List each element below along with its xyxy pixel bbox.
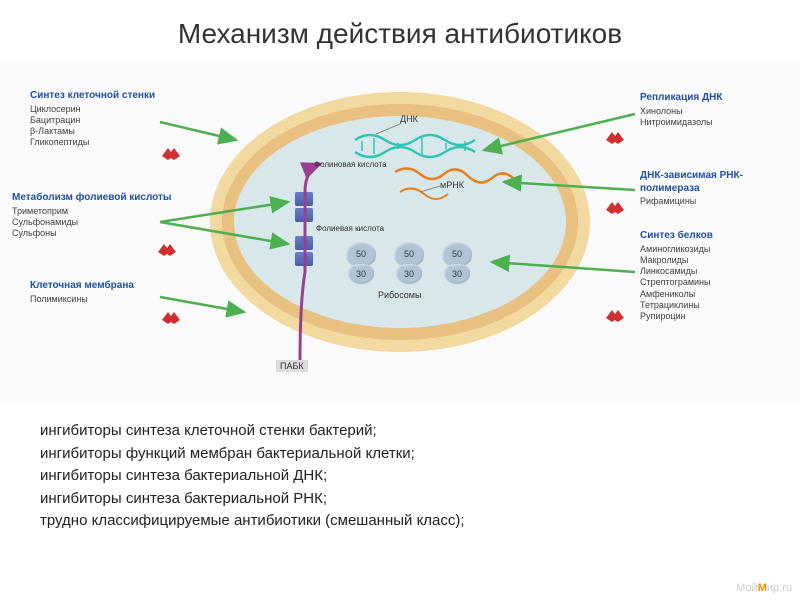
caption-line: ингибиторы функций мембран бактериальной…	[40, 443, 770, 466]
group-title: Репликация ДНК	[640, 92, 722, 105]
enzyme-top-2	[295, 208, 313, 222]
ribosome-30s: 30	[396, 264, 422, 284]
group-item: Линкосамиды	[640, 266, 713, 277]
enzyme-bot-2	[295, 252, 313, 266]
caption-list: ингибиторы синтеза клеточной стенки бакт…	[0, 402, 800, 533]
group-item: Стрептограмины	[640, 277, 713, 288]
group-item: Рифамицины	[640, 196, 800, 207]
enzyme-bot	[295, 236, 313, 250]
ribosome-30s: 30	[444, 264, 470, 284]
group-title: Клеточная мембрана	[30, 280, 134, 293]
group-item: Гликопептиды	[30, 137, 155, 148]
group-item: Рупироцин	[640, 311, 713, 322]
caption-line: ингибиторы синтеза бактериальной РНК;	[40, 488, 770, 511]
dna-label: ДНК	[400, 114, 418, 124]
target-group: Репликация ДНКХинолоныНитроимидазолы	[640, 92, 722, 128]
target-group: ДНК-зависимая РНК-полимеразаРифамицины	[640, 170, 800, 207]
group-item: Аминогликозиды	[640, 244, 713, 255]
group-item: Нитроимидазолы	[640, 117, 722, 128]
group-item: β-Лактамы	[30, 126, 155, 137]
pabk-label: ПАБК	[276, 360, 308, 372]
target-group: Синтез белковАминогликозидыМакролидыЛинк…	[640, 230, 713, 322]
group-item: Триметоприм	[12, 206, 171, 217]
group-title: Синтез белков	[640, 230, 713, 243]
target-group: Синтез клеточной стенкиЦиклосеринБацитра…	[30, 90, 155, 149]
group-item: Сульфонамиды	[12, 217, 171, 228]
group-item: Амфениколы	[640, 289, 713, 300]
group-item: Макролиды	[640, 255, 713, 266]
diagram: Синтез клеточной стенкиЦиклосеринБацитра…	[0, 62, 800, 402]
ribosome-30s: 30	[348, 264, 374, 284]
ribosomes-label: Рибосомы	[378, 290, 421, 300]
target-group: Клеточная мембранаПолимиксины	[30, 280, 134, 305]
page-title: Механизм действия антибиотиков	[0, 0, 800, 62]
group-title: Метаболизм фолиевой кислоты	[12, 192, 171, 205]
ribosome-50s: 50	[394, 242, 424, 266]
group-item: Полимиксины	[30, 294, 134, 305]
watermark: МойМир.ru	[736, 582, 792, 594]
caption-line: ингибиторы синтеза клеточной стенки бакт…	[40, 420, 770, 443]
ribosome-50s: 50	[346, 242, 376, 266]
folic-acid-label: Фолиевая кислота	[316, 224, 384, 233]
ribosome: 5030	[436, 242, 478, 284]
enzyme-top	[295, 192, 313, 206]
caption-line: ингибиторы синтеза бактериальной ДНК;	[40, 465, 770, 488]
group-item: Хинолоны	[640, 106, 722, 117]
folic-precursor-label: Фолиновая кислота	[314, 160, 387, 169]
ribosome: 5030	[388, 242, 430, 284]
group-item: Бацитрацин	[30, 115, 155, 126]
group-title: ДНК-зависимая РНК-полимераза	[640, 170, 800, 195]
group-item: Сульфоны	[12, 228, 171, 239]
caption-line: трудно классифицируемые антибиотики (сме…	[40, 510, 770, 533]
ribosome-50s: 50	[442, 242, 472, 266]
target-group: Метаболизм фолиевой кислотыТриметопримСу…	[12, 192, 171, 239]
ribosome: 5030	[340, 242, 382, 284]
group-title: Синтез клеточной стенки	[30, 90, 155, 103]
group-item: Циклосерин	[30, 104, 155, 115]
mrna-label: мРНК	[440, 180, 464, 190]
group-item: Тетрациклины	[640, 300, 713, 311]
